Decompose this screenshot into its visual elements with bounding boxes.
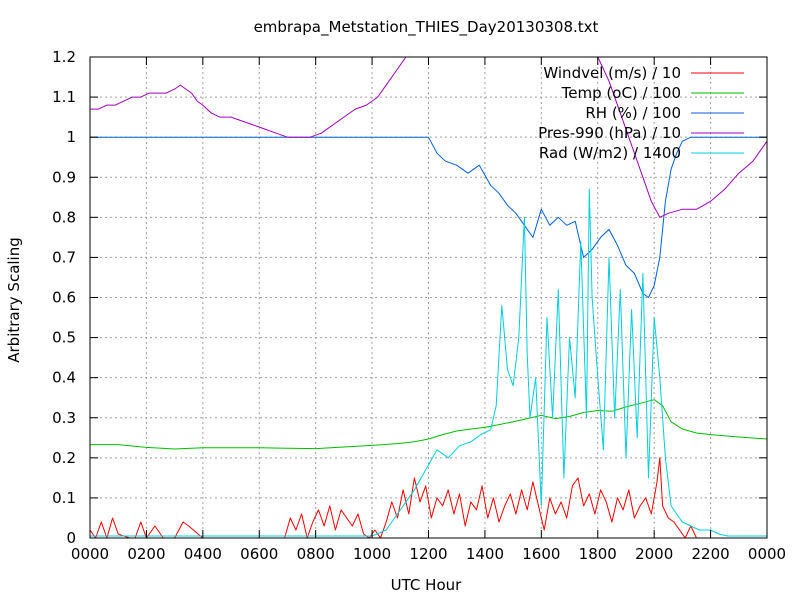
y-tick-label: 0.1 xyxy=(52,489,76,507)
legend-label-pres-990-hpa-10: Pres-990 (hPa) / 10 xyxy=(538,124,681,142)
x-tick-label: 1000 xyxy=(353,545,391,563)
y-tick-label: 0.2 xyxy=(52,449,76,467)
y-tick-label: 0.5 xyxy=(52,329,76,347)
x-tick-label: 2200 xyxy=(691,545,729,563)
x-tick-label: 0200 xyxy=(127,545,165,563)
legend-label-rad-w-m2-1400: Rad (W/m2) / 1400 xyxy=(539,144,681,162)
series-layer xyxy=(90,57,767,538)
legend-label-rh-100: RH (%) / 100 xyxy=(585,104,681,122)
legend-label-windvel-m-s-10: Windvel (m/s) / 10 xyxy=(543,64,681,82)
x-tick-label: 0400 xyxy=(184,545,222,563)
series-line-windvel-m-s-10 xyxy=(90,457,767,538)
y-tick-label: 0.3 xyxy=(52,409,76,427)
series-line-temp-oc-100 xyxy=(90,399,767,450)
x-axis-label: UTC Hour xyxy=(391,576,462,594)
y-tick-label: 0.9 xyxy=(52,168,76,186)
series-line-rh-100 xyxy=(90,136,767,298)
x-tick-label: 0000 xyxy=(748,545,786,563)
x-tick-label: 1800 xyxy=(579,545,617,563)
series-group xyxy=(90,57,767,538)
y-tick-label: 1.2 xyxy=(52,48,76,66)
legend: Windvel (m/s) / 10 Temp (oC) / 100 RH (%) … xyxy=(538,64,744,162)
x-tick-label: 2000 xyxy=(635,545,673,563)
x-tick-label: 0000 xyxy=(71,545,109,563)
y-tick-label: 0.7 xyxy=(52,248,76,266)
legend-label-temp-oc-100: Temp (oC) / 100 xyxy=(561,84,681,102)
y-tick-label: 0.4 xyxy=(52,369,76,387)
series-line-rad-w-m2-1400 xyxy=(90,188,767,537)
y-tick-label: 1 xyxy=(66,128,76,146)
y-axis-label: Arbitrary Scaling xyxy=(5,237,23,363)
series-line-pres-990-hpa-10 xyxy=(90,57,767,218)
y-tick-label: 0 xyxy=(66,529,76,547)
x-tick-label: 0800 xyxy=(297,545,335,563)
ticks: 0000 0200 0400 0600 0800 1000 1200 1400 1600 1800… xyxy=(52,48,786,563)
chart-title: embrapa_Metstation_THIES_Day20130308.txt xyxy=(254,18,599,37)
x-tick-label: 1200 xyxy=(409,545,447,563)
x-tick-label: 0600 xyxy=(240,545,278,563)
y-tick-label: 0.8 xyxy=(52,208,76,226)
x-tick-label: 1600 xyxy=(522,545,560,563)
x-tick-label: 1400 xyxy=(466,545,504,563)
y-tick-label: 1.1 xyxy=(52,88,76,106)
y-tick-label: 0.6 xyxy=(52,289,76,307)
